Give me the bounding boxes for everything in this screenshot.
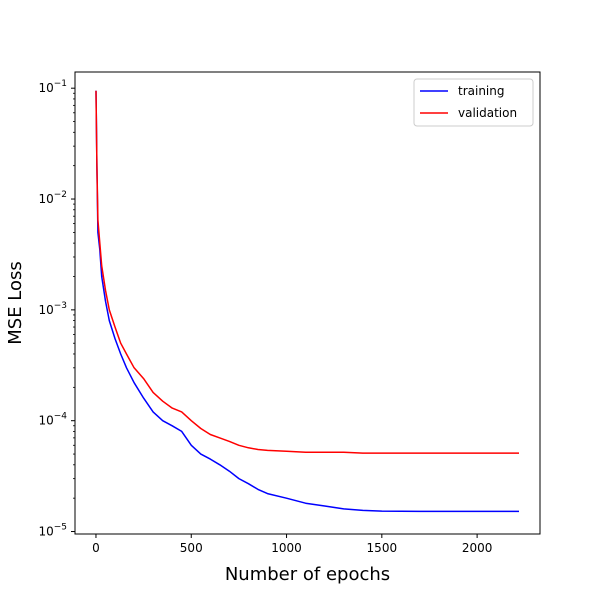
legend-label-training: training bbox=[458, 84, 505, 98]
x-tick-label: 2000 bbox=[462, 541, 493, 555]
y-tick-label: 10−5 bbox=[38, 523, 67, 539]
series-line-validation bbox=[95, 90, 519, 454]
series-layer bbox=[95, 90, 519, 513]
x-tick-label: 500 bbox=[180, 541, 203, 555]
y-tick-label-exp: −2 bbox=[54, 190, 67, 200]
y-tick-label: 10−3 bbox=[38, 301, 67, 317]
y-tick-label-base: 10 bbox=[38, 303, 53, 317]
y-tick-label-exp: −3 bbox=[54, 301, 67, 311]
x-tick-label: 1500 bbox=[367, 541, 398, 555]
x-axis: 0 500 1000 1500 2000 bbox=[92, 534, 492, 555]
x-tick-label: 1000 bbox=[271, 541, 302, 555]
y-axis-label: MSE Loss bbox=[5, 261, 26, 345]
legend: training validation bbox=[413, 78, 534, 127]
y-tick-label-exp: −1 bbox=[54, 79, 67, 89]
x-tick-label: 0 bbox=[92, 541, 100, 555]
legend-label-validation: validation bbox=[458, 106, 517, 120]
x-axis-label: Number of epochs bbox=[225, 564, 390, 585]
y-tick-label-base: 10 bbox=[38, 525, 53, 539]
y-tick-label-exp: −5 bbox=[54, 523, 67, 533]
y-tick-label-base: 10 bbox=[38, 414, 53, 428]
y-tick-label: 10−2 bbox=[38, 190, 67, 206]
y-axis: 10−510−410−310−210−1 bbox=[38, 79, 75, 539]
y-tick-label-exp: −4 bbox=[54, 412, 68, 422]
y-tick-label-base: 10 bbox=[38, 81, 53, 95]
series-line-training bbox=[95, 90, 519, 513]
y-tick-label: 10−1 bbox=[38, 79, 67, 95]
plot-frame bbox=[74, 71, 541, 535]
y-tick-label: 10−4 bbox=[38, 412, 67, 428]
y-tick-label-base: 10 bbox=[38, 192, 53, 206]
